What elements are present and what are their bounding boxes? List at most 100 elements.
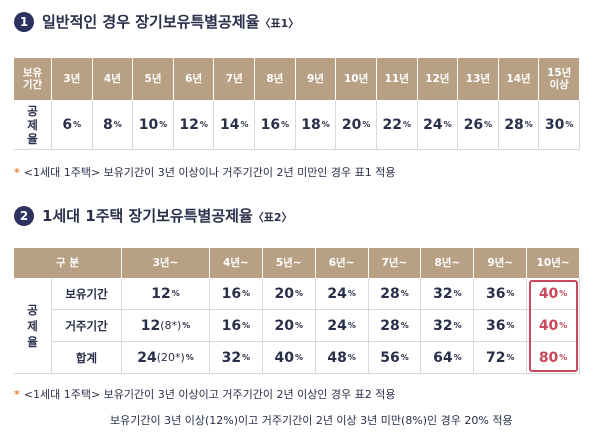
value-number: 72 <box>485 349 506 366</box>
value-number: 32 <box>221 349 242 366</box>
value-number: 8 <box>103 116 113 133</box>
value-unit: % <box>400 289 409 298</box>
header-text: 구 분 <box>56 257 79 269</box>
value-cell: 80% <box>527 342 580 374</box>
title-text: 일반적인 경우 장기보유특별공제율 <box>42 13 260 31</box>
section-title: 1세대 1주택 장기보유특별공제율〈표2〉 <box>42 205 542 227</box>
value-unit: % <box>347 353 356 362</box>
value-cell: 12 (8*)% <box>122 310 210 342</box>
value-unit: % <box>295 353 304 362</box>
value-unit: % <box>185 353 194 362</box>
value-unit: % <box>347 321 356 330</box>
column-text: 4년 <box>103 73 121 85</box>
column-header: 5년 <box>133 58 174 100</box>
value-extra: (20*) <box>156 351 185 364</box>
column-header: 8년~ <box>421 248 475 278</box>
value-number: 18 <box>301 116 321 133</box>
column-header: 13년 <box>458 58 499 100</box>
title-tag: 〈표1〉 <box>259 17 300 30</box>
value-number: 30 <box>544 116 565 133</box>
column-text: 5년~ <box>275 257 302 269</box>
column-text: 4년~ <box>223 257 249 269</box>
value-unit: % <box>242 289 251 298</box>
column-text: 8년~ <box>434 257 461 269</box>
value-cell: 56% <box>368 342 422 374</box>
value-unit: % <box>362 120 371 129</box>
value-number: 12 <box>151 285 171 302</box>
value-number: 22 <box>382 116 402 133</box>
value-number: 36 <box>485 285 506 302</box>
column-header: 3년~ <box>122 248 210 278</box>
column-text: 6년~ <box>328 257 355 269</box>
value-unit: % <box>559 321 568 330</box>
value-unit: % <box>559 353 568 362</box>
value-cell: 24 (20*)% <box>122 342 210 374</box>
value-unit: % <box>347 289 356 298</box>
header-label: 보유기간 <box>14 58 52 100</box>
value-cell: 26% <box>458 100 499 150</box>
value-number: 10 <box>138 116 159 133</box>
value-number: 28 <box>380 285 400 302</box>
column-text: 13년 <box>465 73 491 85</box>
value-unit: % <box>484 120 493 129</box>
value-cell: 28% <box>368 278 422 310</box>
value-number: 24 <box>327 285 347 302</box>
column-text: 12년 <box>425 73 450 85</box>
row-label: 거주기간 <box>52 310 122 342</box>
value-unit: % <box>199 120 208 129</box>
value-unit: % <box>565 120 574 129</box>
value-unit: % <box>321 120 330 129</box>
value-unit: % <box>443 120 452 129</box>
value-number: 32 <box>433 317 453 334</box>
value-number: 40 <box>538 317 559 334</box>
value-cell: 14% <box>214 100 256 150</box>
value-number: 12 <box>140 317 161 334</box>
value-cell: 36% <box>474 278 528 310</box>
note-text: <1세대 1주택> 보유기간이 3년 이상이고 거주기간이 2년 이상인 경우 … <box>23 388 396 401</box>
row-label: 보유기간 <box>52 278 122 310</box>
value-cell: 40% <box>527 310 580 342</box>
row-label-text: 보유기간 <box>65 286 108 301</box>
column-text: 11년 <box>384 73 409 85</box>
column-header: 12년 <box>417 58 459 100</box>
column-text: 9년 <box>307 73 324 85</box>
value-number: 12 <box>179 116 199 133</box>
value-number: 6 <box>62 116 73 133</box>
column-text: 9년~ <box>487 257 514 269</box>
title-text: 1세대 1주택 장기보유특별공제율 <box>42 207 253 225</box>
value-cell: 22% <box>376 100 418 150</box>
value-number: 20 <box>274 285 294 302</box>
value-cell: 24% <box>315 278 369 310</box>
value-number: 26 <box>463 116 484 133</box>
value-cell: 64% <box>421 342 475 374</box>
note-mark: * <box>14 166 20 179</box>
value-unit: % <box>240 120 249 129</box>
value-cell: 28% <box>498 100 540 150</box>
value-cell: 8% <box>92 100 134 150</box>
value-number: 24 <box>137 349 157 366</box>
section-number: 2 <box>14 206 34 226</box>
value-unit: % <box>559 289 568 298</box>
value-unit: % <box>453 353 462 362</box>
value-cell: 16% <box>210 278 263 310</box>
value-unit: % <box>453 321 462 330</box>
value-number: 20 <box>274 317 294 334</box>
note: * <1세대 1주택> 보유기간이 3년 이상이고 거주기간이 2년 이상인 경우… <box>14 386 584 402</box>
value-unit: % <box>242 321 251 330</box>
group-label-text: 공제율 <box>27 302 38 349</box>
column-header: 10년~ <box>527 248 580 278</box>
value-cell: 12% <box>173 100 215 150</box>
value-unit: % <box>506 321 515 330</box>
note-mark: * <box>14 388 20 401</box>
column-text: 15년 이상 <box>547 67 572 91</box>
column-header: 10년 <box>336 58 377 100</box>
section-number: 1 <box>14 12 34 32</box>
value-unit: % <box>171 289 180 298</box>
value-cell: 6% <box>52 100 93 150</box>
row-label: 합계 <box>52 342 122 374</box>
value-number: 28 <box>380 317 400 334</box>
section-title: 일반적인 경우 장기보유특별공제율〈표1〉 <box>42 11 542 33</box>
value-cell: 32% <box>210 342 263 374</box>
column-text: 3년~ <box>152 257 179 269</box>
